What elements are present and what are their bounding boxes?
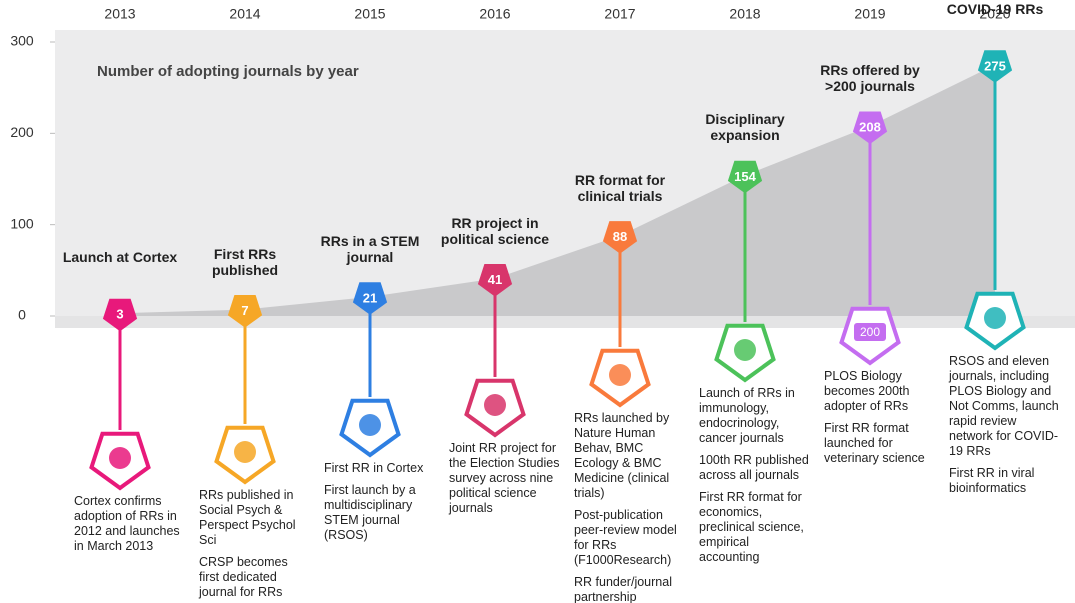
milestone-text: RRs published in Social Psych & Perspect…: [199, 488, 311, 603]
icon: [854, 323, 886, 341]
badge: [352, 282, 388, 315]
y-tick-label: 100: [10, 215, 34, 231]
milestone-paragraph: First RR in Cortex: [324, 461, 424, 475]
year-label: 2017: [604, 6, 635, 22]
icon: [234, 441, 256, 463]
milestone-paragraph: PLOS Biology becomes 200th adopter of RR…: [824, 369, 910, 413]
milestone-heading: First RRs published: [211, 245, 279, 278]
chart-title: Number of adopting journals by year: [97, 63, 359, 80]
milestone-paragraph: Launch of RRs in immunology, endocrinolo…: [699, 386, 795, 445]
badge-label: 275: [984, 58, 1006, 73]
milestone-paragraph: CRSP becomes first dedicated journal for…: [199, 555, 288, 599]
y-tick-label: 0: [18, 307, 26, 323]
milestone-paragraph: First RR format for economics, preclinic…: [699, 490, 804, 564]
milestone-text: Launch of RRs in immunology, endocrinolo…: [699, 386, 811, 572]
badge: [977, 50, 1013, 83]
badge: [602, 221, 638, 254]
badge-label: 3: [116, 307, 123, 322]
icon: [609, 364, 631, 386]
year-label: 2018: [729, 6, 760, 22]
milestone-heading: RR project in political science: [440, 214, 550, 247]
milestone-paragraph: Cortex confirms adoption of RRs in 2012 …: [74, 494, 180, 553]
milestone-paragraph: RR funder/journal partnership declared: [574, 575, 672, 603]
milestone-paragraph: First RR in viral bioinformatics: [949, 466, 1035, 495]
badge-label: 88: [613, 229, 627, 244]
y-tick-label: 300: [10, 33, 34, 49]
year-label: 2016: [479, 6, 510, 22]
milestone-paragraph: Joint RR project for the Election Studie…: [449, 441, 560, 515]
badge: [477, 264, 513, 297]
icon: [984, 307, 1006, 329]
year-label: 2020: [979, 6, 1010, 22]
milestone-paragraph: RRs launched by Nature Human Behav, BMC …: [574, 411, 670, 500]
icon: [359, 414, 381, 436]
icon: [484, 394, 506, 416]
badge-label: 7: [241, 303, 248, 318]
milestone-heading: Launch at Cortex: [62, 249, 178, 266]
baseline-band: [55, 316, 1075, 328]
milestone-text: RRs launched by Nature Human Behav, BMC …: [574, 411, 686, 603]
milestone-heading: Disciplinary expansion: [705, 111, 785, 144]
milestone-heading: RRs offered by >200 journals: [820, 62, 920, 95]
year-label: 2014: [229, 6, 260, 22]
icon-label: 200: [860, 325, 880, 339]
milestone-paragraph: 100th RR published across all journals: [699, 453, 809, 482]
badge: [227, 295, 263, 328]
year-label: 2013: [104, 6, 135, 22]
badge: [852, 111, 888, 144]
milestone-text: Joint RR project for the Election Studie…: [449, 441, 561, 523]
milestone-text: RSOS and eleven journals, including PLOS…: [949, 354, 1061, 503]
icon: [734, 339, 756, 361]
milestone-paragraph: First launch by a multidisciplinary STEM…: [324, 483, 416, 542]
area: [120, 64, 995, 316]
badge-label: 41: [488, 272, 502, 287]
milestone-text: PLOS Biology becomes 200th adopter of RR…: [824, 369, 936, 473]
milestone-text: Cortex confirms adoption of RRs in 2012 …: [74, 494, 186, 561]
milestone-heading: RRs in a STEM journal: [320, 232, 420, 265]
icon: [109, 447, 131, 469]
badge-label: 208: [859, 119, 881, 134]
milestone-heading: COVID-19 RRs: [946, 0, 1044, 17]
milestone-paragraph: First RR format launched for veterinary …: [824, 421, 925, 465]
milestone-paragraph: Post-publication peer-review model for R…: [574, 508, 677, 567]
badge: [102, 298, 138, 332]
badge-label: 154: [734, 169, 756, 184]
milestone-text: First RR in Cortex First launch by a mult…: [324, 461, 436, 550]
y-tick-label: 200: [10, 124, 34, 140]
year-label: 2015: [354, 6, 385, 22]
year-label: 2019: [854, 6, 885, 22]
milestone-paragraph: RSOS and eleven journals, including PLOS…: [949, 354, 1059, 458]
badge: [727, 160, 763, 194]
milestone-heading: RR format for clinical trials: [574, 171, 666, 204]
milestone-paragraph: RRs published in Social Psych & Perspect…: [199, 488, 296, 547]
badge-label: 21: [363, 290, 377, 305]
